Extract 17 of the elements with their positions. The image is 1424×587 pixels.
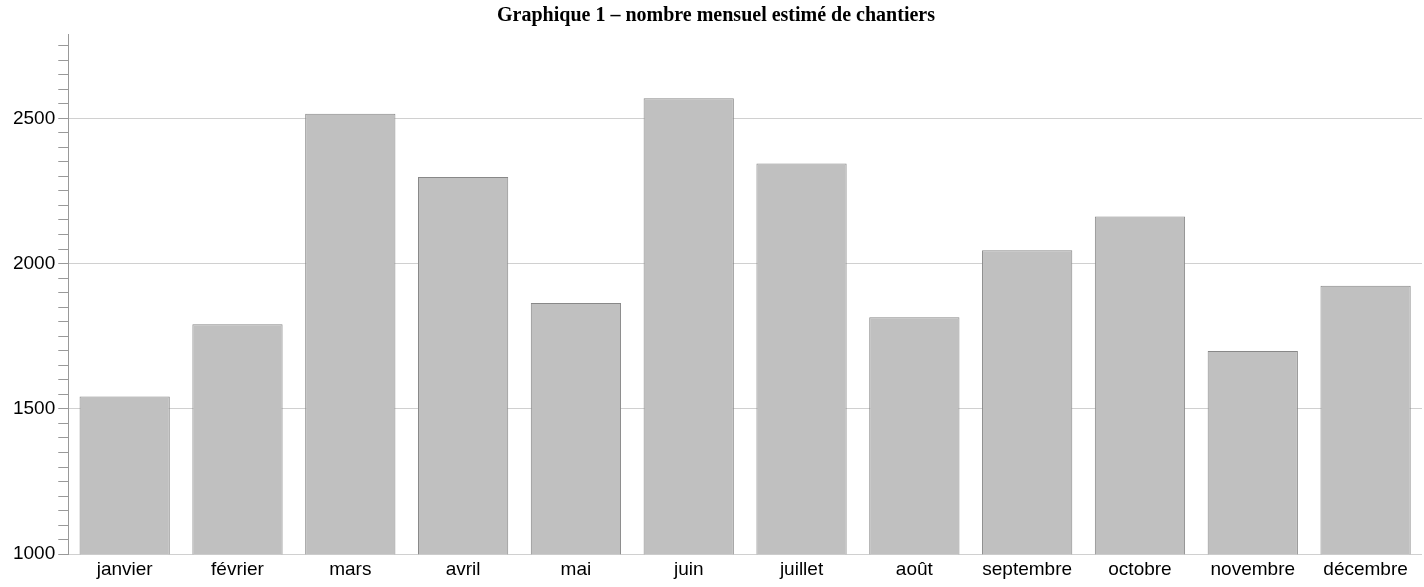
y-tick-label: 2000	[12, 251, 56, 273]
x-tick-label: janvier	[95, 557, 154, 579]
x-tick-label: décembre	[1323, 557, 1408, 579]
x-tick-label: septembre	[982, 557, 1073, 579]
y-tick-label: 1500	[12, 397, 56, 419]
x-tick-label: avril	[445, 557, 481, 579]
x-tick-label: juillet	[778, 557, 824, 579]
x-tick-label: août	[895, 557, 934, 579]
x-tick-label: mars	[329, 557, 372, 579]
x-tick-label: octobre	[1108, 557, 1172, 579]
y-tick-label: 2500	[12, 106, 56, 128]
chart-title: Graphique 1 – nombre mensuel estimé de chantiers	[497, 3, 936, 27]
y-tick-label: 1000	[12, 542, 56, 564]
x-tick-label: mai	[560, 557, 592, 579]
x-tick-label: juin	[672, 557, 704, 579]
x-tick-label: novembre	[1210, 557, 1296, 579]
x-tick-label: février	[211, 557, 265, 579]
